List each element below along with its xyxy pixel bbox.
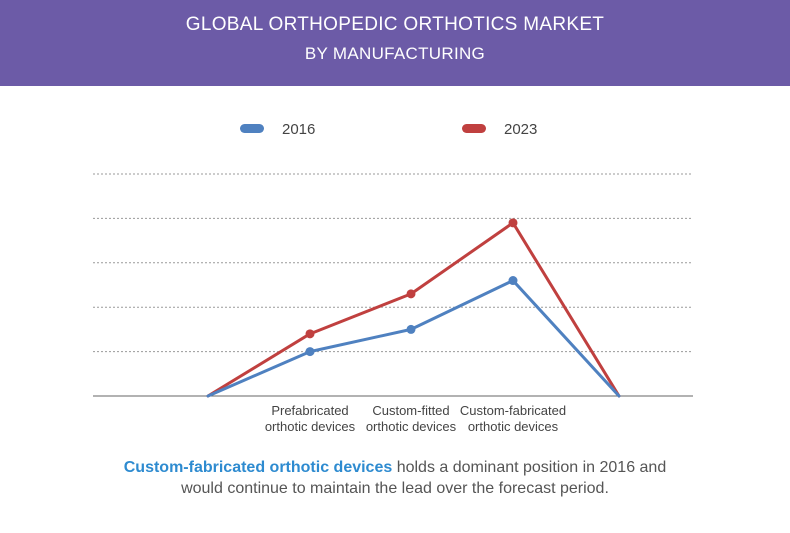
legend-item-2023: 2023 bbox=[462, 121, 537, 138]
data-point-2023 bbox=[508, 218, 518, 228]
title-banner: GLOBAL ORTHOPEDIC ORTHOTICS MARKET BY MA… bbox=[0, 0, 790, 86]
gridlines bbox=[93, 173, 693, 397]
footnote-line-1-rest: holds a dominant position in 2016 and bbox=[392, 459, 667, 476]
x-tick-label-line: Prefabricated bbox=[271, 403, 348, 418]
legend-label: 2023 bbox=[504, 121, 537, 138]
legend-swatch bbox=[462, 124, 486, 133]
x-tick-label-line: orthotic devices bbox=[468, 419, 559, 434]
x-tick-label-line: orthotic devices bbox=[366, 419, 457, 434]
x-tick-label-line: orthotic devices bbox=[265, 419, 356, 434]
x-tick-label-line: Custom-fabricated bbox=[460, 403, 566, 418]
series-lines bbox=[206, 221, 621, 398]
footnote-line-2: would continue to maintain the lead over… bbox=[181, 480, 609, 497]
footnote-line-1: Custom-fabricated orthotic devices holds… bbox=[0, 457, 790, 478]
chart-title: GLOBAL ORTHOPEDIC ORTHOTICS MARKET bbox=[185, 14, 605, 35]
data-point-2016 bbox=[406, 324, 416, 334]
legend-label: 2016 bbox=[282, 121, 315, 138]
chart-area: 2016 2023 Prefabricated orthotic devices Cu… bbox=[0, 86, 790, 446]
x-tick-label-line: Custom-fitted bbox=[372, 403, 449, 418]
chart-subtitle: BY MANUFACTURING bbox=[304, 44, 486, 63]
data-point-2023 bbox=[305, 329, 315, 339]
data-point-2016 bbox=[305, 347, 315, 357]
legend-item-2016: 2016 bbox=[240, 121, 315, 138]
legend-swatch bbox=[240, 124, 264, 133]
footnote: Custom-fabricated orthotic devices holds… bbox=[0, 457, 790, 499]
data-point-2016 bbox=[508, 276, 518, 286]
footnote-highlight: Custom-fabricated orthotic devices bbox=[123, 459, 393, 476]
data-point-2023 bbox=[406, 289, 416, 299]
legend: 2016 2023 bbox=[240, 121, 537, 138]
series-points bbox=[305, 218, 518, 357]
